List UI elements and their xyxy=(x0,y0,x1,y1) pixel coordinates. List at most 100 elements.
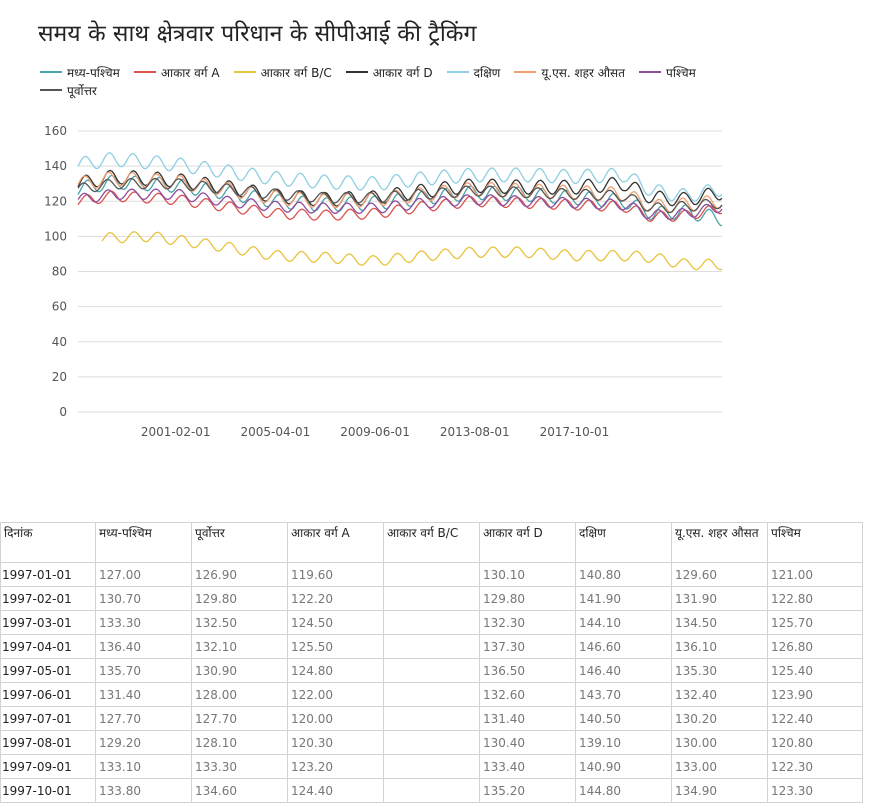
table-header-row: दिनांक मध्य-पश्चिम पूर्वोत्तर आकार वर्ग A आक… xyxy=(0,522,863,563)
legend-label: दक्षिण xyxy=(473,65,501,80)
date-cell: 1997-05-01 xyxy=(0,658,96,683)
value-cell: 120.00 xyxy=(287,706,384,731)
data-table-container: दिनांक मध्य-पश्चिम पूर्वोत्तर आकार वर्ग A आक… xyxy=(0,522,863,803)
value-cell xyxy=(383,682,480,707)
column-header: यू.एस. शहर औसत xyxy=(671,522,768,563)
date-cell: 1997-08-01 xyxy=(0,730,96,755)
series-line xyxy=(77,171,723,214)
x-tick-label: 2009-06-01 xyxy=(340,425,410,439)
value-cell: 141.90 xyxy=(575,586,672,611)
column-header: मध्य-पश्चिम xyxy=(95,522,192,563)
column-header: दिनांक xyxy=(0,522,96,563)
legend-item[interactable]: पश्चिम xyxy=(639,64,696,80)
value-cell: 135.20 xyxy=(479,778,576,803)
y-tick-label: 60 xyxy=(52,300,67,314)
value-cell: 129.80 xyxy=(479,586,576,611)
date-cell: 1997-01-01 xyxy=(0,562,96,587)
value-cell xyxy=(383,562,480,587)
legend-swatch xyxy=(514,71,537,73)
series-line xyxy=(101,231,723,271)
chart-title: समय के साथ क्षेत्रवार परिधान के सीपीआई क… xyxy=(38,21,477,47)
legend-label: यू.एस. शहर औसत xyxy=(541,65,625,80)
value-cell: 128.00 xyxy=(191,682,288,707)
value-cell: 123.20 xyxy=(287,754,384,779)
chart-legend: मध्य-पश्चिम आकार वर्ग A आकार वर्ग B/C आकार … xyxy=(40,64,730,98)
value-cell: 136.40 xyxy=(95,634,192,659)
value-cell xyxy=(383,754,480,779)
legend-item[interactable]: पूर्वोत्तर xyxy=(40,82,97,98)
value-cell: 119.60 xyxy=(287,562,384,587)
value-cell: 121.00 xyxy=(767,562,863,587)
legend-label: मध्य-पश्चिम xyxy=(67,65,120,80)
value-cell: 132.60 xyxy=(479,682,576,707)
legend-item[interactable]: मध्य-पश्चिम xyxy=(40,64,120,80)
value-cell xyxy=(383,610,480,635)
table-row: 1997-07-01 127.70 127.70 120.00 131.40 140.50… xyxy=(0,706,863,731)
value-cell: 125.50 xyxy=(287,634,384,659)
value-cell: 130.20 xyxy=(671,706,768,731)
y-tick-label: 100 xyxy=(44,229,67,243)
value-cell: 134.90 xyxy=(671,778,768,803)
column-header: दक्षिण xyxy=(575,522,672,563)
value-cell: 132.30 xyxy=(479,610,576,635)
date-cell: 1997-07-01 xyxy=(0,706,96,731)
legend-swatch xyxy=(446,71,469,73)
value-cell: 120.80 xyxy=(767,730,863,755)
value-cell xyxy=(383,658,480,683)
legend-label: आकार वर्ग B/C xyxy=(260,65,332,80)
value-cell: 124.40 xyxy=(287,778,384,803)
date-cell: 1997-02-01 xyxy=(0,586,96,611)
value-cell: 133.80 xyxy=(95,778,192,803)
value-cell: 133.30 xyxy=(95,610,192,635)
series-line xyxy=(77,177,723,214)
value-cell xyxy=(383,706,480,731)
value-cell: 146.40 xyxy=(575,658,672,683)
legend-item[interactable]: आकार वर्ग A xyxy=(133,64,220,80)
value-cell: 140.50 xyxy=(575,706,672,731)
value-cell: 126.90 xyxy=(191,562,288,587)
legend-item[interactable]: यू.एस. शहर औसत xyxy=(514,64,625,80)
legend-swatch xyxy=(639,71,661,73)
value-cell: 133.40 xyxy=(479,754,576,779)
x-tick-label: 2001-02-01 xyxy=(141,425,211,439)
value-cell: 130.90 xyxy=(191,658,288,683)
value-cell: 133.30 xyxy=(191,754,288,779)
value-cell: 124.50 xyxy=(287,610,384,635)
value-cell xyxy=(383,730,480,755)
legend-item[interactable]: दक्षिण xyxy=(446,64,501,80)
legend-item[interactable]: आकार वर्ग D xyxy=(345,64,433,80)
table-row: 1997-08-01 129.20 128.10 120.30 130.40 139.10… xyxy=(0,730,863,755)
value-cell: 129.80 xyxy=(191,586,288,611)
y-tick-label: 120 xyxy=(44,194,67,208)
y-tick-label: 160 xyxy=(44,124,67,138)
value-cell: 131.40 xyxy=(95,682,192,707)
legend-swatch xyxy=(345,71,368,73)
value-cell: 133.10 xyxy=(95,754,192,779)
x-tick-label: 2017-10-01 xyxy=(540,425,610,439)
table-row: 1997-06-01 131.40 128.00 122.00 132.60 143.70… xyxy=(0,682,863,707)
value-cell: 120.30 xyxy=(287,730,384,755)
y-tick-label: 80 xyxy=(52,265,67,279)
line-chart: 0 20 40 60 80 100 120 140 160 2001-02-01 2005-04-0… xyxy=(44,124,723,439)
column-header: आकार वर्ग D xyxy=(479,522,576,563)
value-cell: 132.50 xyxy=(191,610,288,635)
date-cell: 1997-03-01 xyxy=(0,610,96,635)
value-cell: 135.30 xyxy=(671,658,768,683)
value-cell: 144.80 xyxy=(575,778,672,803)
value-cell: 122.80 xyxy=(767,586,863,611)
date-cell: 1997-10-01 xyxy=(0,778,96,803)
data-table: दिनांक मध्य-पश्चिम पूर्वोत्तर आकार वर्ग A आक… xyxy=(0,522,863,803)
value-cell xyxy=(383,778,480,803)
value-cell: 134.60 xyxy=(191,778,288,803)
legend-item[interactable]: आकार वर्ग B/C xyxy=(233,64,332,80)
value-cell: 122.00 xyxy=(287,682,384,707)
value-cell: 136.10 xyxy=(671,634,768,659)
value-cell: 127.70 xyxy=(95,706,192,731)
y-tick-label: 140 xyxy=(44,159,67,173)
legend-label: पश्चिम xyxy=(666,65,696,80)
table-row: 1997-04-01 136.40 132.10 125.50 137.30 146.60… xyxy=(0,634,863,659)
date-cell: 1997-06-01 xyxy=(0,682,96,707)
value-cell: 140.80 xyxy=(575,562,672,587)
y-tick-label: 0 xyxy=(59,405,67,419)
value-cell: 129.60 xyxy=(671,562,768,587)
